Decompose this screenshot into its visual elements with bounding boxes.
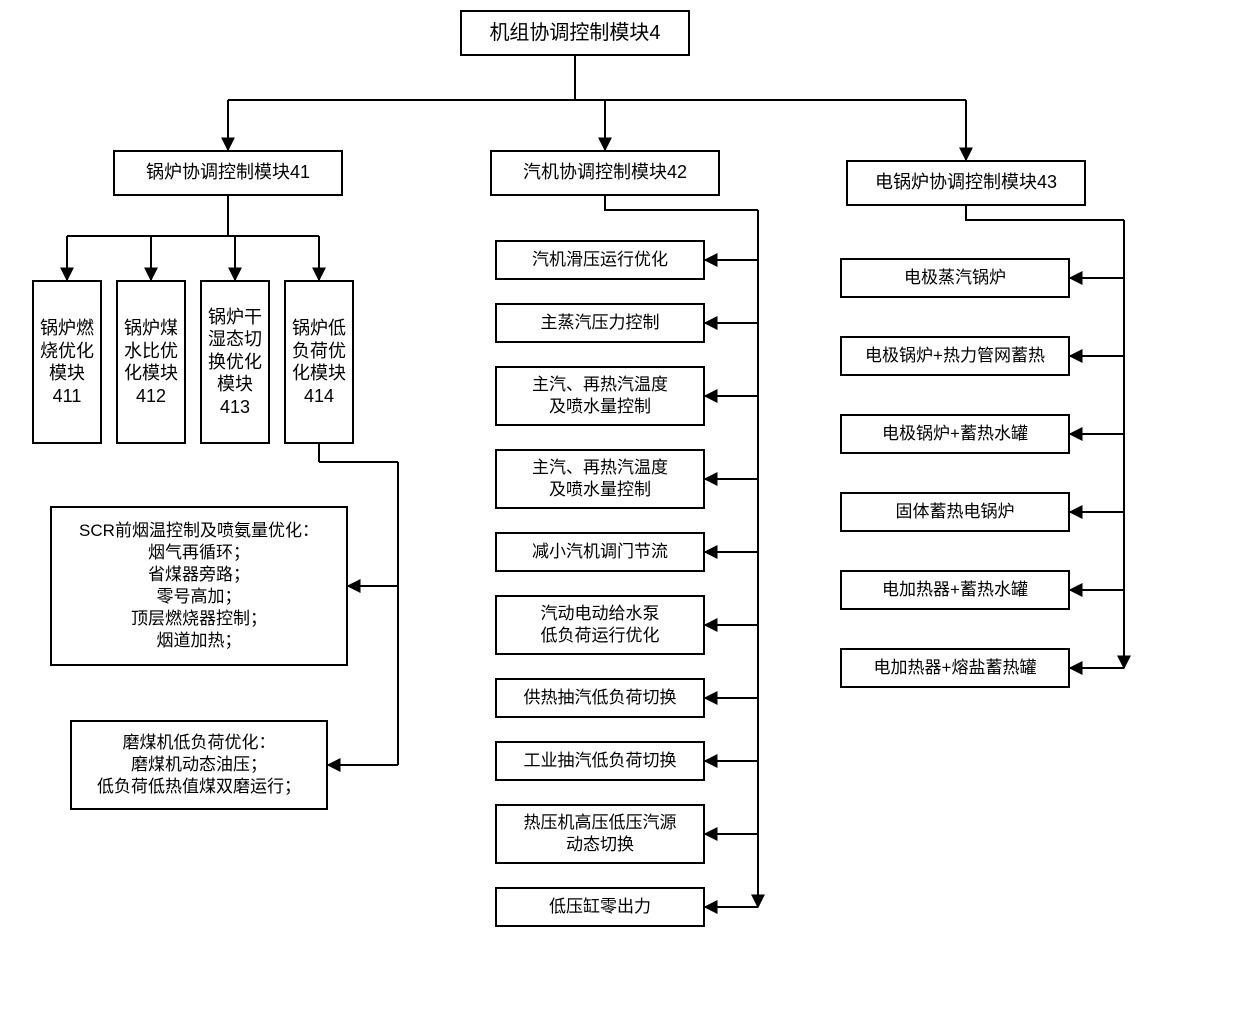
c42-item-3-label: 主汽、再热汽温度 及喷水量控制	[532, 457, 668, 501]
root-node-label: 机组协调控制模块4	[489, 20, 660, 46]
c42-item-9-label: 低压缸零出力	[549, 896, 651, 918]
c43-item-4-label: 电加热器+蓄热水罐	[882, 579, 1028, 601]
mod41-node: 锅炉协调控制模块41	[113, 150, 343, 196]
c43-item-3: 固体蓄热电锅炉	[840, 492, 1070, 532]
c43-item-2: 电极锅炉+蓄热水罐	[840, 414, 1070, 454]
c42-item-7: 工业抽汽低负荷切换	[495, 741, 705, 781]
c42-item-8-label: 热压机高压低压汽源 动态切换	[524, 812, 677, 856]
c42-item-4-label: 减小汽机调门节流	[532, 541, 668, 563]
c43-item-3-label: 固体蓄热电锅炉	[896, 501, 1015, 523]
c43-item-1-label: 电极锅炉+热力管网蓄热	[865, 345, 1045, 367]
mod41-node-label: 锅炉协调控制模块41	[146, 161, 310, 184]
c42-item-6-label: 供热抽汽低负荷切换	[524, 687, 677, 709]
c43-item-1: 电极锅炉+热力管网蓄热	[840, 336, 1070, 376]
scr-node: SCR前烟温控制及喷氨量优化： 烟气再循环； 省煤器旁路； 零号高加； 顶层燃烧…	[50, 506, 348, 666]
c42-item-0-label: 汽机滑压运行优化	[532, 249, 668, 271]
c43-item-2-label: 电极锅炉+蓄热水罐	[882, 423, 1028, 445]
mod43-node-label: 电锅炉协调控制模块43	[875, 171, 1057, 194]
m411-node: 锅炉燃烧优化模块411	[32, 280, 102, 444]
c42-item-2-label: 主汽、再热汽温度 及喷水量控制	[532, 374, 668, 418]
c42-item-3: 主汽、再热汽温度 及喷水量控制	[495, 449, 705, 509]
c43-item-5: 电加热器+熔盐蓄热罐	[840, 648, 1070, 688]
m413-node: 锅炉干湿态切换优化模块413	[200, 280, 270, 444]
c42-item-0: 汽机滑压运行优化	[495, 240, 705, 280]
m412-node: 锅炉煤水比优化模块412	[116, 280, 186, 444]
coal-node: 磨煤机低负荷优化： 磨煤机动态油压； 低负荷低热值煤双磨运行；	[70, 720, 328, 810]
mod42-node: 汽机协调控制模块42	[490, 150, 720, 196]
c42-item-5: 汽动电动给水泵 低负荷运行优化	[495, 595, 705, 655]
c42-item-8: 热压机高压低压汽源 动态切换	[495, 804, 705, 864]
c42-item-2: 主汽、再热汽温度 及喷水量控制	[495, 366, 705, 426]
c42-item-5-label: 汽动电动给水泵 低负荷运行优化	[541, 603, 660, 647]
coal-node-label: 磨煤机低负荷优化： 磨煤机动态油压； 低负荷低热值煤双磨运行；	[97, 732, 301, 798]
c42-item-1: 主蒸汽压力控制	[495, 303, 705, 343]
m414-node: 锅炉低负荷优化模块414	[284, 280, 354, 444]
root-node: 机组协调控制模块4	[460, 10, 690, 56]
c43-item-5-label: 电加热器+熔盐蓄热罐	[874, 657, 1037, 679]
c43-item-4: 电加热器+蓄热水罐	[840, 570, 1070, 610]
c43-item-0-label: 电极蒸汽锅炉	[904, 267, 1006, 289]
c42-item-4: 减小汽机调门节流	[495, 532, 705, 572]
c42-item-7-label: 工业抽汽低负荷切换	[524, 750, 677, 772]
c42-item-6: 供热抽汽低负荷切换	[495, 678, 705, 718]
c42-item-9: 低压缸零出力	[495, 887, 705, 927]
scr-node-label: SCR前烟温控制及喷氨量优化： 烟气再循环； 省煤器旁路； 零号高加； 顶层燃烧…	[79, 520, 319, 653]
c43-item-0: 电极蒸汽锅炉	[840, 258, 1070, 298]
mod43-node: 电锅炉协调控制模块43	[846, 160, 1086, 206]
mod42-node-label: 汽机协调控制模块42	[523, 161, 687, 184]
c42-item-1-label: 主蒸汽压力控制	[541, 312, 660, 334]
